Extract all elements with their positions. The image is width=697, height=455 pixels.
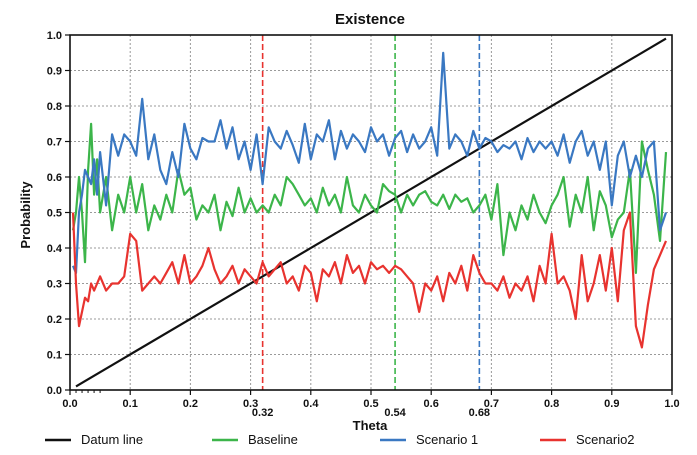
series-line: [71, 51, 668, 274]
legend-label: Baseline: [248, 432, 298, 447]
axes: [65, 34, 673, 395]
y-tick-label: 0.4: [47, 243, 63, 255]
y-tick-label: 0.2: [47, 314, 62, 326]
grid: [70, 35, 672, 390]
x-tick-label: 0.1: [123, 398, 138, 410]
y-tick-label: 0.6: [47, 172, 62, 184]
y-tick-label: 0.3: [47, 279, 62, 291]
x-tick-label: 0.2: [183, 398, 198, 410]
y-tick-label: 0.7: [47, 137, 62, 149]
x-tick-label: 0.9: [604, 398, 619, 410]
x-tick-label: 0.7: [484, 398, 499, 410]
threshold-label: 0.68: [469, 407, 490, 419]
legend: Datum line Baseline Scenario 1 Scenario2: [45, 432, 635, 447]
y-tick-label: 0.8: [47, 101, 62, 113]
legend-label: Datum line: [81, 432, 143, 447]
y-tick-label: 0.1: [47, 350, 62, 362]
y-tick-label: 0.0: [47, 385, 62, 397]
legend-label: Scenario2: [576, 432, 635, 447]
series-line: [71, 211, 668, 349]
x-tick-label: 0.0: [62, 398, 77, 410]
x-tick-label: 0.6: [424, 398, 439, 410]
x-tick-label: 0.8: [544, 398, 559, 410]
x-tick-label: 0.3: [243, 398, 258, 410]
y-tick-label: 0.9: [47, 66, 62, 78]
x-tick-label: 0.5: [363, 398, 378, 410]
legend-label: Scenario 1: [416, 432, 478, 447]
threshold-label: 0.32: [252, 407, 273, 419]
threshold-label: 0.54: [384, 407, 406, 419]
y-axis-title: Probability: [18, 181, 33, 249]
series-line: [71, 122, 668, 274]
y-tick-label: 0.5: [47, 208, 62, 220]
tick-labels: 0.32 0.54 0.68 0.0 0.1 0.2 0.3 0.4 0.5 0.6 0.7 0.8 0…: [47, 30, 680, 419]
series-line: [75, 37, 667, 388]
x-axis-title: Theta: [353, 418, 388, 433]
series-layer: [71, 37, 668, 388]
x-tick-label: 0.4: [303, 398, 319, 410]
x-tick-label: 1.0: [664, 398, 679, 410]
y-tick-label: 1.0: [47, 30, 62, 42]
chart-title: Existence: [335, 11, 405, 28]
threshold-lines: [261, 35, 481, 390]
